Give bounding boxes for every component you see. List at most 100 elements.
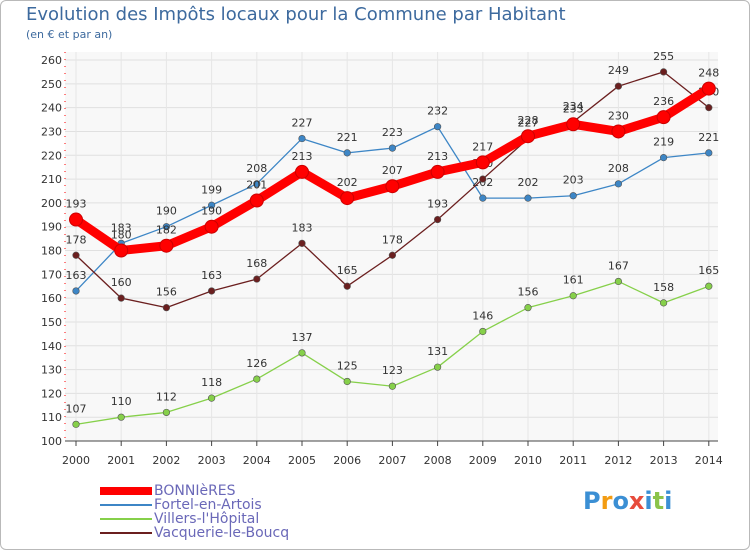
data-point — [434, 215, 442, 224]
legend-label-bonnieres: BONNIèRES — [154, 483, 236, 499]
data-point — [298, 239, 306, 247]
data-label: 202 — [518, 176, 539, 189]
data-label: 217 — [472, 140, 493, 153]
y-tick-label: 180 — [41, 245, 62, 258]
data-label: 110 — [111, 395, 132, 408]
y-tick-label: 140 — [41, 340, 62, 353]
data-label: 167 — [608, 259, 629, 272]
data-point — [479, 175, 487, 183]
data-point — [343, 149, 351, 157]
data-label: 202 — [337, 176, 358, 189]
x-tick-label: 2004 — [243, 454, 271, 467]
data-point — [340, 191, 355, 206]
legend-swatch-vacquerie — [100, 532, 152, 534]
x-tick-label: 2006 — [333, 454, 361, 467]
data-point — [385, 179, 400, 194]
data-label: 193 — [427, 198, 448, 211]
data-label: 131 — [427, 345, 448, 358]
legend-swatch-bonnieres — [100, 487, 152, 495]
y-tick-label: 160 — [41, 292, 62, 305]
x-tick-label: 2002 — [152, 454, 180, 467]
data-point — [343, 377, 351, 386]
data-label: 156 — [518, 286, 539, 299]
data-point — [614, 82, 623, 90]
data-label: 165 — [337, 264, 358, 277]
data-label: 234 — [563, 100, 584, 113]
data-label: 236 — [653, 95, 674, 108]
x-tick-label: 2012 — [604, 454, 632, 467]
data-point — [475, 155, 490, 170]
data-point — [430, 164, 445, 179]
data-label: 221 — [337, 131, 358, 144]
data-point — [253, 275, 261, 283]
data-point — [388, 382, 397, 390]
data-label: 178 — [382, 233, 403, 246]
data-label: 146 — [472, 309, 493, 322]
x-tick-label: 2005 — [288, 454, 316, 467]
data-label: 118 — [201, 376, 222, 389]
legend-item-villers: Villers-l'Hôpital — [100, 512, 289, 526]
data-label: 249 — [608, 64, 629, 77]
data-label: 208 — [246, 162, 267, 175]
data-point — [72, 420, 80, 428]
data-label: 221 — [698, 131, 719, 144]
data-point — [298, 349, 306, 357]
data-label: 160 — [111, 276, 132, 289]
legend-label-villers: Villers-l'Hôpital — [154, 511, 260, 527]
data-point — [614, 277, 623, 286]
data-label: 178 — [66, 233, 87, 246]
data-label: 228 — [518, 114, 539, 127]
proxiti-logo: Proxiti — [583, 487, 672, 515]
data-point — [249, 193, 264, 208]
x-tick-label: 2011 — [559, 454, 587, 467]
data-label: 190 — [156, 205, 177, 218]
logo-letter: r — [600, 487, 613, 515]
data-point — [566, 117, 581, 132]
chart-subtitle: (en € et par an) — [26, 28, 113, 41]
data-label: 201 — [246, 178, 267, 191]
data-label: 207 — [382, 164, 403, 177]
data-point — [705, 104, 713, 112]
data-label: 219 — [653, 136, 674, 149]
data-label: 230 — [608, 109, 629, 122]
data-point — [72, 251, 80, 259]
data-point — [117, 294, 125, 302]
y-tick-label: 240 — [41, 102, 62, 115]
data-point — [159, 238, 174, 253]
data-point — [701, 81, 716, 96]
data-label: 223 — [382, 126, 403, 139]
data-point — [479, 194, 487, 202]
data-point — [434, 123, 442, 131]
data-label: 182 — [156, 224, 177, 237]
data-point — [388, 251, 397, 259]
data-point — [611, 124, 626, 139]
data-point — [524, 304, 532, 312]
y-tick-label: 250 — [41, 78, 62, 91]
legend-label-fortel: Fortel-en-Artois — [154, 497, 262, 513]
data-label: 203 — [563, 174, 584, 187]
data-point — [659, 299, 668, 307]
data-point — [656, 110, 671, 125]
y-tick-label: 210 — [41, 173, 62, 186]
y-tick-label: 260 — [41, 54, 62, 67]
data-label: 193 — [66, 198, 87, 211]
y-tick-label: 110 — [41, 411, 62, 424]
y-tick-label: 120 — [41, 387, 62, 400]
data-label: 163 — [201, 269, 222, 282]
data-label: 208 — [608, 162, 629, 175]
y-tick-label: 230 — [41, 125, 62, 138]
x-tick-label: 2010 — [514, 454, 542, 467]
chart-legend: BONNIèRES Fortel-en-Artois Villers-l'Hôp… — [100, 484, 289, 540]
data-point — [204, 219, 219, 234]
data-point — [162, 223, 170, 231]
logo-letter: o — [612, 487, 629, 515]
legend-label-vacquerie: Vacquerie-le-Boucq — [154, 525, 290, 541]
data-label: 227 — [518, 117, 539, 130]
data-label: 161 — [563, 274, 584, 287]
data-label: 255 — [653, 50, 674, 63]
data-point — [569, 192, 577, 200]
data-point — [208, 394, 216, 402]
legend-swatch-fortel — [100, 504, 152, 506]
data-point — [208, 287, 216, 295]
